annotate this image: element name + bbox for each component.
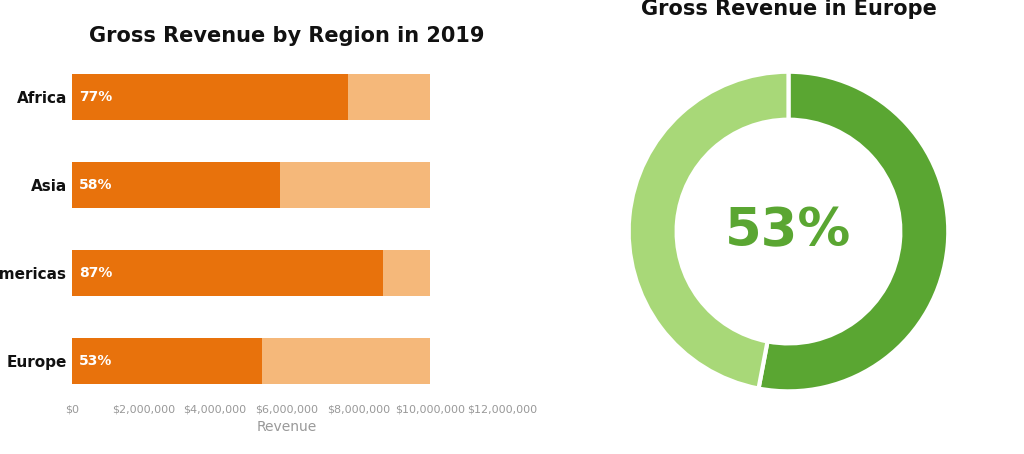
Bar — [72, 250, 384, 296]
Text: 53%: 53% — [725, 206, 852, 257]
Bar — [72, 74, 348, 120]
Text: 53%: 53% — [79, 354, 113, 368]
Bar — [280, 163, 430, 208]
Text: 58%: 58% — [79, 178, 113, 192]
Bar — [384, 250, 430, 296]
Title: Gross Revenue in Europe: Gross Revenue in Europe — [641, 0, 936, 19]
Bar — [348, 74, 430, 120]
Title: Gross Revenue by Region in 2019: Gross Revenue by Region in 2019 — [89, 26, 484, 46]
Bar — [72, 338, 262, 384]
Text: 87%: 87% — [79, 266, 113, 280]
X-axis label: Revenue: Revenue — [257, 420, 316, 434]
Wedge shape — [759, 72, 948, 391]
Text: 77%: 77% — [79, 90, 112, 104]
Bar — [72, 163, 280, 208]
Bar — [262, 338, 430, 384]
Wedge shape — [629, 72, 788, 389]
